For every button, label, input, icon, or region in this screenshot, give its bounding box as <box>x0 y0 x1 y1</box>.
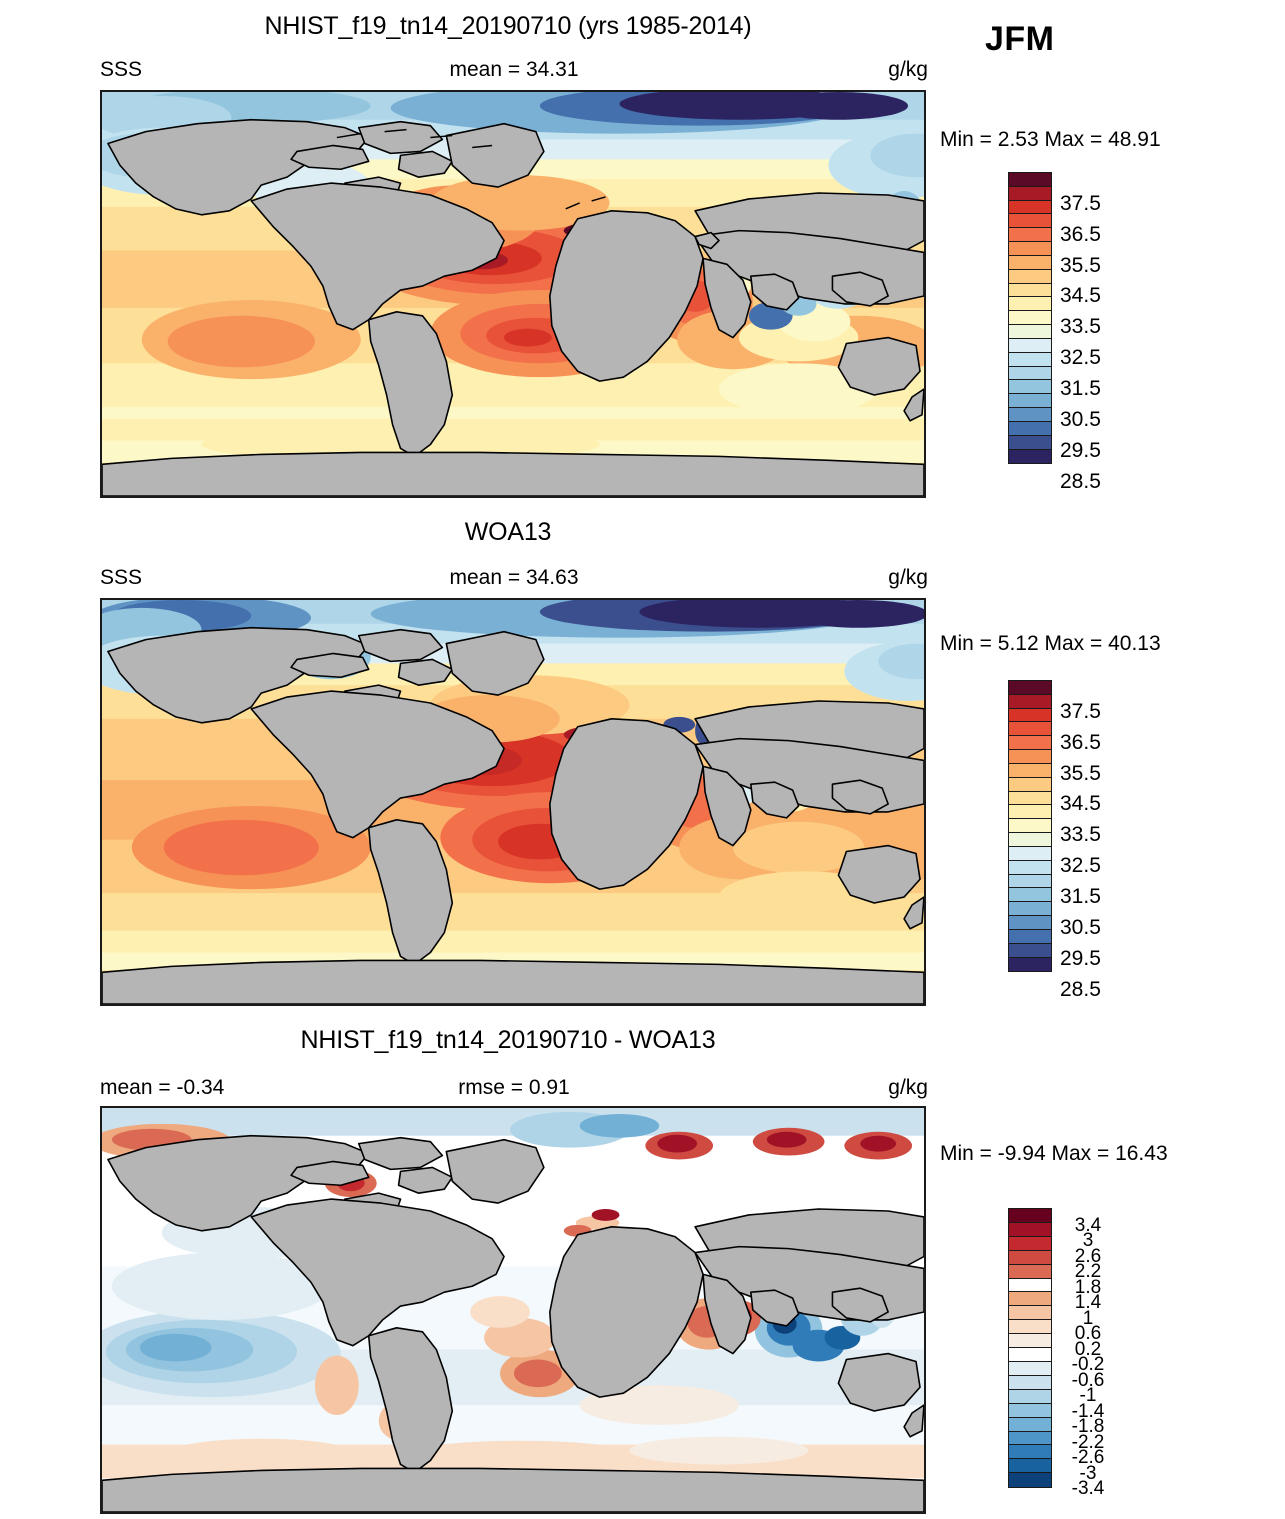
panel-subheader: SSS mean = 34.63 g/kg <box>100 566 928 590</box>
colorbar-tick-label: -1 <box>1079 1385 1097 1406</box>
panel-title: WOA13 <box>464 518 552 546</box>
colorbar-tick-label: 28.5 <box>1060 977 1101 1001</box>
colorbar-tick-label: 0.2 <box>1074 1338 1102 1360</box>
colorbar-tick-label: 32.5 <box>1060 346 1101 370</box>
colorbar-tick-label: -2.2 <box>1071 1431 1105 1453</box>
panel-title: NHIST_f19_tn14_20190710 - WOA13 <box>300 1026 716 1054</box>
colorbar-model[interactable] <box>1008 172 1052 464</box>
colorbar-tick-label: 2.6 <box>1074 1245 1102 1267</box>
variable-label: SSS <box>100 58 143 81</box>
colorbar-tick-label: 36.5 <box>1060 222 1101 246</box>
colorbar-tick-label: 29.5 <box>1060 438 1101 462</box>
colorbar-tick-label: 37.5 <box>1060 191 1101 215</box>
colorbar-tick-label: 3.4 <box>1074 1214 1102 1236</box>
map-canvas-model[interactable] <box>100 90 926 498</box>
colorbar-obs[interactable] <box>1008 680 1052 972</box>
colorbar-tick-label: 29.5 <box>1060 946 1101 970</box>
mean-stat: mean = -0.34 <box>100 1076 225 1099</box>
minmax-label-diff: Min = -9.94 Max = 16.43 <box>940 1142 1168 1165</box>
colorbar-tick-label: 34.5 <box>1060 792 1101 816</box>
units-label: g/kg <box>888 58 928 81</box>
mean-stat: mean = 34.31 <box>449 58 579 81</box>
colorbar-tick-label: 35.5 <box>1060 761 1101 785</box>
world-map-model <box>102 92 924 496</box>
colorbar-tick-label: 37.5 <box>1060 699 1101 723</box>
season-label: JFM <box>985 20 1055 58</box>
colorbar-tick-label: -0.6 <box>1071 1369 1105 1391</box>
rmse-stat: rmse = 0.91 <box>458 1076 570 1099</box>
colorbar-tick-label: 30.5 <box>1060 407 1101 431</box>
colorbar-tick-label: 0.6 <box>1074 1323 1102 1344</box>
colorbar-cell <box>1008 956 1052 972</box>
colorbar-cell <box>1008 1472 1052 1488</box>
units-label: g/kg <box>888 1076 928 1099</box>
panel-subheader: mean = -0.34 rmse = 0.91 g/kg <box>100 1076 928 1100</box>
coastline-detail-model <box>336 128 606 210</box>
panel-title: NHIST_f19_tn14_20190710 (yrs 1985-2014) <box>264 12 752 40</box>
colorbar-tick-label: 1.4 <box>1074 1292 1102 1313</box>
panel-subheader: SSS mean = 34.31 g/kg <box>100 58 928 82</box>
colorbar-tick-label: 1 <box>1082 1307 1094 1329</box>
continents-model <box>102 118 924 496</box>
colorbar-tick-label: 33.5 <box>1060 315 1101 339</box>
colorbar-tick-label: 28.5 <box>1060 469 1101 493</box>
minmax-label-obs: Min = 5.12 Max = 40.13 <box>940 632 1161 655</box>
colorbar-tick-label: 36.5 <box>1060 730 1101 754</box>
colorbar-tick-label: 1.8 <box>1074 1276 1102 1298</box>
colorbar-tick-label: 31.5 <box>1060 377 1101 400</box>
colorbar-tick-label: 32.5 <box>1060 854 1101 878</box>
units-label: g/kg <box>888 566 928 589</box>
colorbar-tick-label: -3 <box>1079 1462 1097 1484</box>
colorbar-tick-label: -2.6 <box>1071 1447 1105 1468</box>
colorbar-tick-label: 31.5 <box>1060 885 1101 908</box>
colorbar-tick-label: -0.2 <box>1071 1354 1105 1375</box>
colorbar-tick-label: 30.5 <box>1060 915 1101 939</box>
map-canvas-diff[interactable] <box>100 1106 926 1514</box>
continents-diff <box>102 1134 924 1512</box>
map-canvas-obs[interactable] <box>100 598 926 1006</box>
colorbar-tick-label: 35.5 <box>1060 253 1101 277</box>
variable-label: SSS <box>100 566 143 589</box>
colorbar-tick-label: -1.8 <box>1071 1416 1105 1437</box>
world-map-diff <box>102 1108 924 1512</box>
continents-obs <box>102 626 924 1004</box>
colorbar-cell <box>1008 1263 1052 1280</box>
minmax-label-model: Min = 2.53 Max = 48.91 <box>940 128 1161 151</box>
colorbar-tick-label: 33.5 <box>1060 823 1101 847</box>
colorbar-cell <box>1008 448 1052 464</box>
colorbar-tick-label: -3.4 <box>1071 1478 1105 1499</box>
colorbar-tick-label: 34.5 <box>1060 284 1101 308</box>
mean-stat: mean = 34.63 <box>449 566 579 589</box>
colorbar-diff[interactable] <box>1008 1208 1052 1488</box>
colorbar-tick-label: -1.4 <box>1071 1400 1105 1422</box>
colorbar-tick-label: 2.2 <box>1074 1261 1102 1282</box>
world-map-obs <box>102 600 924 1004</box>
colorbar-tick-label: 3 <box>1082 1230 1094 1251</box>
